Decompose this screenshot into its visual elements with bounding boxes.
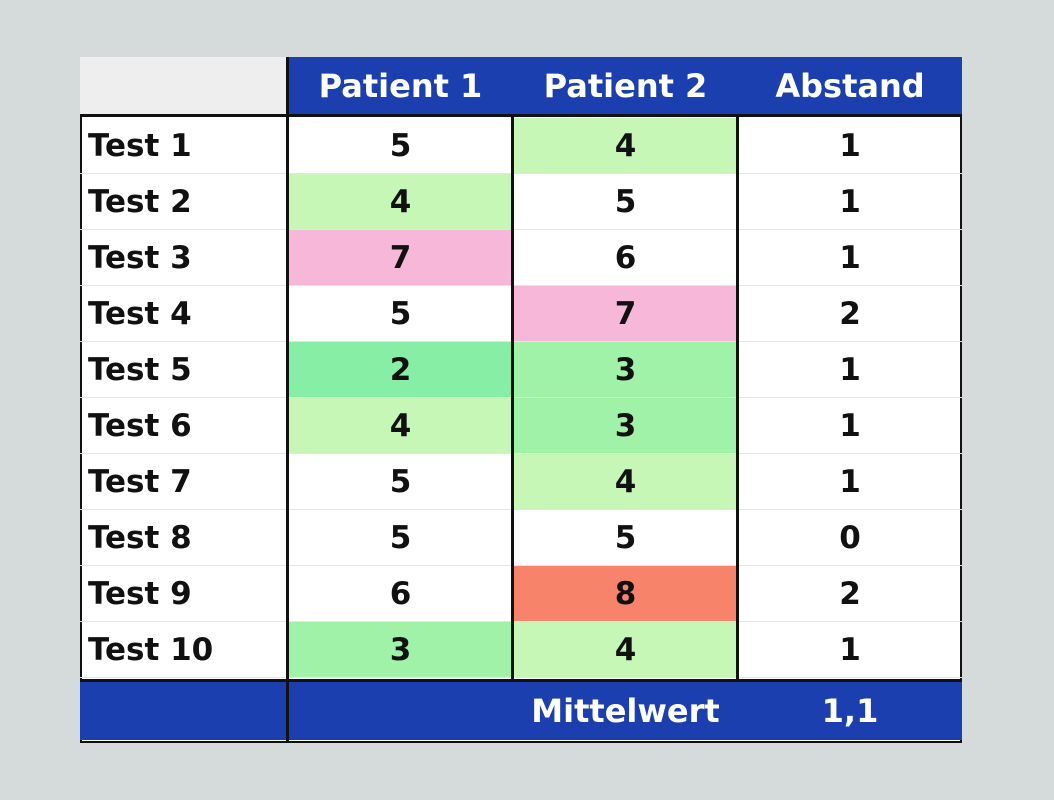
header-abstand: Abstand	[738, 57, 962, 115]
row-label: Test 7	[80, 454, 288, 510]
row-label: Test 10	[80, 622, 288, 678]
corner-cell	[80, 57, 288, 115]
patient1-value: 6	[288, 566, 513, 622]
row-label: Test 9	[80, 566, 288, 622]
patient1-value: 7	[288, 230, 513, 286]
row-label: Test 8	[80, 510, 288, 566]
footer-empty-cell	[80, 682, 288, 740]
row-label: Test 3	[80, 230, 288, 286]
header-patient-2: Patient 2	[513, 57, 738, 115]
col-divider-3	[736, 115, 739, 679]
col-divider-2	[511, 115, 514, 679]
table-row: Test 10 3 4 1	[80, 622, 962, 678]
patient2-value: 4	[513, 118, 738, 174]
footer-label: Mittelwert	[513, 682, 738, 740]
patient1-value: 5	[288, 454, 513, 510]
patient2-value: 6	[513, 230, 738, 286]
patient2-value: 5	[513, 510, 738, 566]
patient2-value: 3	[513, 398, 738, 454]
abstand-value: 1	[738, 398, 962, 454]
footer-divider	[80, 679, 962, 682]
row-label: Test 4	[80, 286, 288, 342]
col-divider-1	[286, 57, 289, 743]
row-label: Test 6	[80, 398, 288, 454]
abstand-value: 1	[738, 454, 962, 510]
row-label: Test 5	[80, 342, 288, 398]
patient1-value: 5	[288, 510, 513, 566]
row-label: Test 2	[80, 174, 288, 230]
patient1-value: 5	[288, 286, 513, 342]
abstand-value: 1	[738, 174, 962, 230]
comparison-table: Patient 1 Patient 2 Abstand Test 1 5 4 1 Tes…	[80, 57, 962, 743]
patient2-value: 5	[513, 174, 738, 230]
header-row: Patient 1 Patient 2 Abstand	[80, 57, 962, 115]
patient1-value: 4	[288, 174, 513, 230]
abstand-value: 1	[738, 118, 962, 174]
patient2-value: 3	[513, 342, 738, 398]
footer-empty-cell-2	[288, 682, 513, 740]
row-label: Test 1	[80, 118, 288, 174]
abstand-value: 1	[738, 622, 962, 678]
abstand-value: 1	[738, 230, 962, 286]
patient2-value: 7	[513, 286, 738, 342]
patient2-value: 8	[513, 566, 738, 622]
abstand-value: 2	[738, 286, 962, 342]
footer-row: Mittelwert 1,1	[80, 682, 962, 740]
abstand-value: 1	[738, 342, 962, 398]
footer-value: 1,1	[738, 682, 962, 740]
patient2-value: 4	[513, 454, 738, 510]
patient1-value: 3	[288, 622, 513, 678]
patient2-value: 4	[513, 622, 738, 678]
abstand-value: 2	[738, 566, 962, 622]
header-divider	[80, 114, 962, 117]
abstand-value: 0	[738, 510, 962, 566]
patient1-value: 4	[288, 398, 513, 454]
patient1-value: 2	[288, 342, 513, 398]
header-patient-1: Patient 1	[288, 57, 513, 115]
patient1-value: 5	[288, 118, 513, 174]
